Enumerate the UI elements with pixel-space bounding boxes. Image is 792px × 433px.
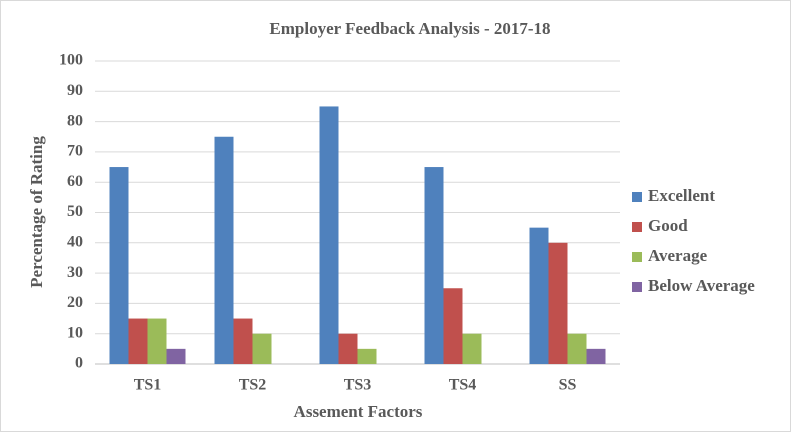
y-tick-label: 10 <box>67 324 83 341</box>
bar <box>252 333 272 364</box>
chart-title: Employer Feedback Analysis - 2017-18 <box>269 19 550 38</box>
y-tick-label: 80 <box>67 112 83 129</box>
y-tick-label: 40 <box>67 233 83 250</box>
y-tick-label: 90 <box>67 82 83 99</box>
x-tick-label: TS3 <box>344 377 372 394</box>
y-axis-label: Percentage of Rating <box>27 136 46 288</box>
y-tick-label: 20 <box>67 294 83 311</box>
bar <box>128 318 148 364</box>
bar <box>462 333 482 364</box>
bar <box>109 167 129 364</box>
bar <box>443 288 463 364</box>
bar <box>319 106 339 364</box>
x-tick-label: SS <box>559 377 577 394</box>
y-tick-label: 30 <box>67 264 83 281</box>
bar <box>357 348 377 364</box>
bar <box>424 167 444 364</box>
bar <box>214 136 234 364</box>
bar <box>233 318 253 364</box>
legend-swatch <box>632 282 642 292</box>
bar <box>147 318 167 364</box>
legend-label: Good <box>648 216 688 235</box>
y-tick-label: 100 <box>59 52 83 69</box>
x-tick-label: TS1 <box>134 377 162 394</box>
y-tick-label: 50 <box>67 203 83 220</box>
bar <box>338 333 358 364</box>
y-tick-label: 70 <box>67 143 83 160</box>
y-tick-label: 0 <box>75 355 83 372</box>
legend-label: Average <box>648 246 708 265</box>
bar <box>567 333 587 364</box>
legend-label: Below Average <box>648 276 755 295</box>
x-tick-label: TS4 <box>449 377 477 394</box>
legend-swatch <box>632 252 642 262</box>
legend-swatch <box>632 192 642 202</box>
bar <box>166 348 186 364</box>
bar <box>586 348 606 364</box>
x-axis-label: Assement Factors <box>294 402 423 421</box>
bar <box>548 242 568 364</box>
legend-label: Excellent <box>648 186 715 205</box>
y-tick-label: 60 <box>67 173 83 190</box>
x-tick-label: TS2 <box>239 377 267 394</box>
bar <box>529 227 549 364</box>
legend-swatch <box>632 222 642 232</box>
